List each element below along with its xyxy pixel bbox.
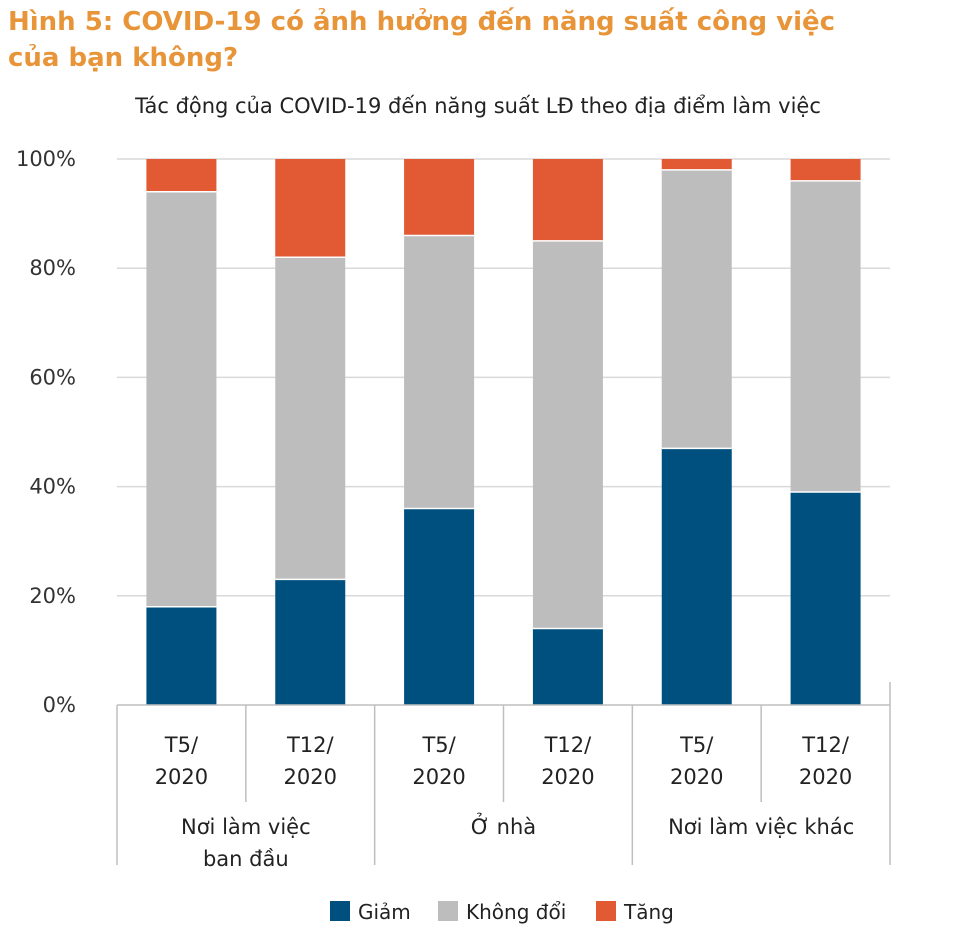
bar-segment [404,159,475,236]
bar-segment [275,579,346,705]
bar-segment [146,191,217,607]
x-tick-label: 2020 [155,765,208,789]
legend-swatch [596,901,616,921]
group-label: Nơi làm việc [181,815,311,839]
legend-swatch [438,901,458,921]
bar-segment [661,448,732,705]
x-tick-label: T12/ [801,733,850,757]
y-tick-label: 80% [29,256,76,280]
bar-segment [275,257,346,580]
x-tick-label: 2020 [670,765,723,789]
x-tick-label: 2020 [541,765,594,789]
legend-entry: Giảm [358,900,411,924]
legend-swatch [330,901,350,921]
bar-segment [790,159,861,181]
x-tick-label: 2020 [284,765,337,789]
y-tick-label: 100% [16,147,76,171]
bar-segment [404,235,475,509]
bar-segment [275,159,346,258]
bar-segment [532,240,603,629]
y-tick-label: 20% [29,584,76,608]
bar-segment [146,159,217,192]
legend-entry: Tăng [623,900,674,924]
figure-title: Hình 5: COVID-19 có ảnh hưởng đến năng s… [8,4,938,76]
x-tick-label: T12/ [544,733,593,757]
bar-segment [532,159,603,241]
group-label: Nơi làm việc khác [668,815,854,839]
group-label: ban đầu [203,847,289,871]
figure-title-line-1: Hình 5: COVID-19 có ảnh hưởng đến năng s… [8,7,836,37]
chart-title: Tác động của COVID-19 đến năng suất LĐ t… [135,94,821,118]
gridlines [117,158,890,597]
bar-segment [661,159,732,170]
x-tick-label: T5/ [421,733,456,757]
legend: Giảm Không đổi Tăng [330,900,674,924]
figure-title-line-2: của bạn không? [8,43,239,73]
bar-segment [790,492,861,705]
y-tick-label: 60% [29,365,76,389]
bars [146,159,861,705]
axes [116,682,891,865]
legend-entry: Không đổi [466,900,566,924]
x-tick-label: T12/ [286,733,335,757]
bar-segment [661,169,732,449]
x-tick-label: T5/ [679,733,714,757]
x-tick-label: 2020 [412,765,465,789]
x-tick-label: 2020 [799,765,852,789]
y-tick-label: 40% [29,475,76,499]
bar-segment [404,508,475,705]
bar-segment [146,606,217,705]
x-tick-label: T5/ [164,733,199,757]
group-label: Ở nhà [471,812,536,839]
y-tick-label: 0% [43,693,76,717]
bar-segment [790,180,861,493]
bar-segment [532,628,603,705]
axis-labels: 0% 20% 40% 60% 80% 100% T5/2020 T12/2020 T5/2020… [16,147,854,871]
